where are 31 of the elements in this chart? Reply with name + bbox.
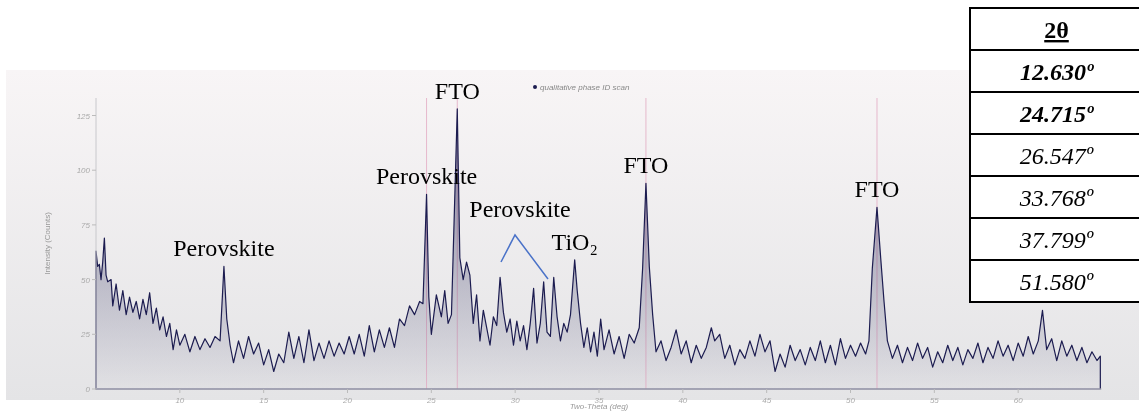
x-tick-label: 45 xyxy=(762,396,772,405)
annotation: FTO xyxy=(623,152,669,179)
text: qualitative phase ID scan xyxy=(540,83,630,92)
text: 12.630º xyxy=(1019,59,1094,85)
annotation: 24.715º xyxy=(1018,101,1094,127)
annotation: 26.547º xyxy=(1019,143,1094,169)
x-tick-label: 10 xyxy=(175,396,185,405)
annotation: FTO xyxy=(854,176,900,203)
annotation: Perovskite xyxy=(173,235,275,262)
x-tick-label: 15 xyxy=(259,396,269,405)
x-axis-title: Two-Theta (deg) xyxy=(569,402,629,411)
annotation: Perovskite xyxy=(469,196,571,222)
annotation: TiO₂ xyxy=(551,228,598,255)
x-tick-label: 35 xyxy=(594,396,604,405)
annotation: FTO xyxy=(434,77,480,104)
x-tick-label: 20 xyxy=(342,396,353,405)
x-tick-label: 40 xyxy=(678,396,688,405)
y-tick-label: 50 xyxy=(81,275,91,285)
annotation: 51.580º xyxy=(1019,269,1094,295)
x-tick-label: 25 xyxy=(425,396,437,405)
annotation: 33.768º xyxy=(1018,185,1094,211)
y-tick-label: 75 xyxy=(81,220,91,230)
text: 2θ xyxy=(1044,17,1069,43)
x-tick-label: 30 xyxy=(510,396,521,405)
y-axis-title: Intensity (Counts) xyxy=(43,211,52,275)
annotation: 37.799º xyxy=(1018,227,1094,253)
x-tick-label: 50 xyxy=(846,396,856,405)
y-tick-label: 125 xyxy=(76,111,91,121)
y-tick-label: 100 xyxy=(76,166,91,176)
x-tick-label: 55 xyxy=(929,396,940,405)
x-tick-label: 60 xyxy=(1013,396,1024,405)
